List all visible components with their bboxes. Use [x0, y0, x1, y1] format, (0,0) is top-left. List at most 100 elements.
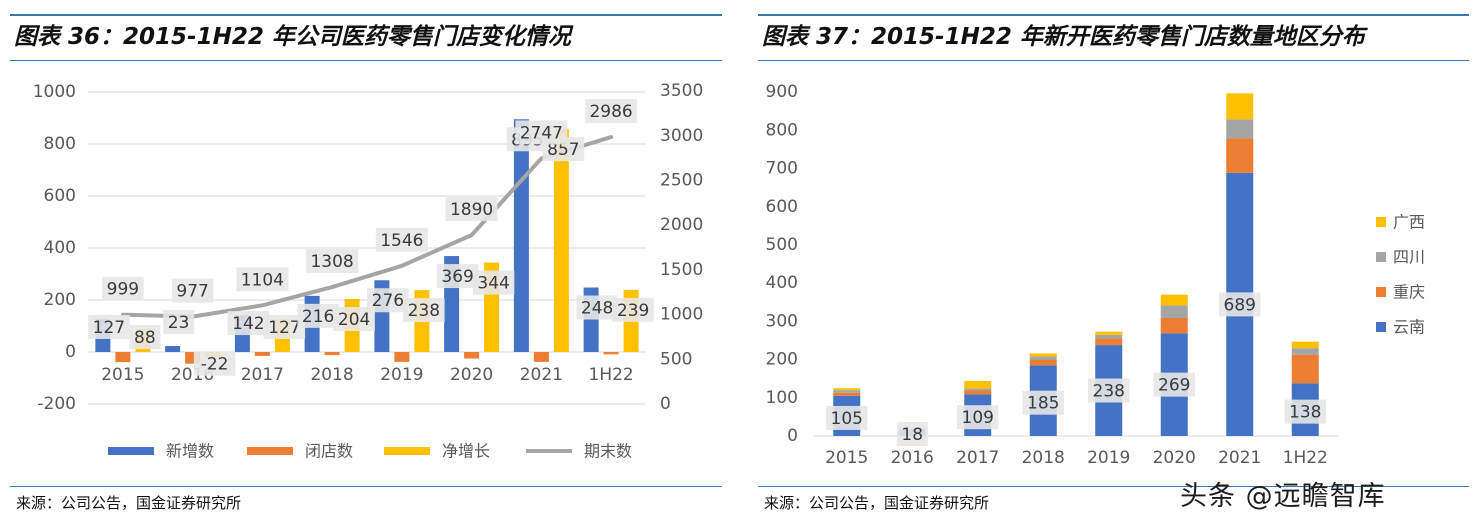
bar-segment-重庆	[1160, 317, 1188, 334]
bar-segment-重庆	[1095, 338, 1123, 346]
data-label-期末数-bg	[375, 227, 428, 252]
data-label-新增数-bg	[367, 288, 409, 313]
title-top-rule	[758, 14, 1469, 16]
y-right-tick-label: 1000	[660, 305, 703, 325]
line-期末数	[120, 135, 614, 319]
y-tick-label: 500	[766, 235, 798, 255]
legend-label: 期末数	[584, 442, 632, 461]
data-label-期末数-bg	[306, 249, 359, 274]
data-label-期末数: 1104	[241, 270, 284, 290]
y-tick-label: 200	[766, 350, 798, 370]
bar-segment-广西	[964, 380, 992, 389]
data-label-期末数: 2986	[589, 102, 632, 122]
x-tick-label: 2015	[825, 448, 868, 468]
data-label-净增长: 127	[268, 318, 300, 338]
y-tick-label: 100	[766, 388, 798, 408]
x-tick-label: 2019	[380, 365, 423, 385]
data-label-云南: 185	[1027, 394, 1059, 414]
data-label-云南-bg	[1088, 378, 1130, 403]
legend-swatch-广西	[1376, 217, 1386, 227]
data-label-净增长-bg	[129, 325, 161, 350]
y-left-tick-label: 0	[65, 342, 76, 362]
data-label-新增数: 23	[168, 313, 190, 333]
data-label-云南: 109	[962, 408, 994, 428]
x-tick-label: 1H22	[1283, 448, 1328, 468]
x-tick-label: 2018	[310, 365, 353, 385]
y-right-tick-label: 1500	[660, 260, 703, 280]
data-label-净增长-bg	[403, 298, 445, 323]
y-left-tick-label: 1000	[33, 82, 76, 102]
bar-闭店数	[533, 352, 549, 362]
data-label-净增长-bg	[472, 270, 515, 295]
data-label-期末数-bg	[102, 276, 144, 301]
data-label-期末数-bg	[515, 120, 568, 145]
x-tick-label: 2017	[241, 365, 284, 385]
data-label-云南-bg	[1022, 390, 1064, 415]
y-right-tick-label: 0	[660, 394, 671, 414]
bar-新增数	[165, 346, 181, 352]
source-note: 来源：公司公告，国金证券研究所	[16, 494, 242, 512]
chart-title: 图表 36：2015-1H22 年公司医药零售门店变化情况	[14, 24, 571, 50]
data-label-新增数: 276	[372, 291, 404, 311]
data-label-期末数: 2747	[520, 123, 563, 143]
title-top-rule	[10, 14, 722, 16]
bar-segment-广西	[1029, 353, 1057, 357]
bar-segment-广西	[1095, 331, 1123, 335]
watermark-text: 头条 @远瞻智库	[1180, 481, 1386, 512]
bar-segment-四川	[1291, 348, 1319, 355]
x-tick-label: 2017	[956, 448, 999, 468]
data-label-净增长-bg	[193, 351, 236, 376]
legend-swatch-重庆	[1376, 287, 1386, 297]
legend-label: 重庆	[1393, 283, 1425, 302]
data-label-云南-bg	[896, 422, 928, 446]
y-tick-label: 600	[766, 197, 798, 217]
x-tick-label: 2020	[450, 365, 493, 385]
data-label-新增数: 369	[441, 267, 473, 287]
y-left-tick-label: 200	[44, 290, 76, 310]
data-label-云南-bg	[1153, 372, 1195, 397]
data-label-净增长: 239	[617, 301, 649, 321]
data-label-云南: 238	[1093, 382, 1125, 402]
bar-segment-广西	[833, 388, 861, 391]
legend-swatch-闭店数	[247, 447, 293, 455]
data-label-净增长: 204	[338, 310, 370, 330]
data-label-期末数: 999	[107, 280, 139, 300]
data-label-净增长: -22	[201, 355, 229, 375]
bar-segment-重庆	[1291, 354, 1319, 384]
y-left-tick-label: 400	[44, 238, 76, 258]
bar-闭店数	[185, 352, 201, 364]
data-label-期末数-bg	[171, 278, 214, 303]
store-changes-chart: 10008006004002000-2003500300025002000150…	[33, 81, 704, 461]
legend-swatch-云南	[1376, 322, 1386, 332]
data-label-云南-bg	[826, 405, 868, 430]
bar-segment-四川	[1095, 334, 1123, 339]
data-label-期末数-bg	[236, 267, 289, 292]
bar-闭店数	[464, 352, 480, 359]
legend-label: 云南	[1393, 318, 1425, 337]
bar-segment-广西	[1160, 294, 1188, 306]
data-label-期末数: 1890	[450, 200, 493, 220]
bar-闭店数	[394, 352, 410, 362]
bar-segment-四川	[1029, 356, 1057, 360]
legend-swatch-四川	[1376, 252, 1386, 262]
y-left-tick-label: 800	[44, 134, 76, 154]
y-left-tick-label: 600	[44, 186, 76, 206]
source-note: 来源：公司公告，国金证券研究所	[764, 494, 990, 512]
bar-segment-四川	[1160, 305, 1188, 318]
data-label-新增数: 248	[581, 299, 613, 319]
data-label-新增数-bg	[163, 310, 195, 335]
bar-净增长	[553, 129, 569, 352]
data-label-新增数-bg	[88, 314, 130, 339]
bar-segment-广西	[1291, 341, 1319, 349]
data-label-期末数-bg	[445, 197, 498, 222]
data-label-期末数: 1546	[380, 231, 423, 251]
bar-segment-四川	[964, 388, 992, 391]
bar-闭店数	[603, 352, 619, 355]
data-label-净增长: 344	[477, 274, 509, 294]
x-tick-label: 2018	[1022, 448, 1065, 468]
data-label-云南: 18	[901, 425, 923, 445]
source-rule	[10, 486, 722, 487]
data-label-新增数-bg	[297, 303, 339, 328]
y-right-tick-label: 2000	[660, 215, 703, 235]
bar-segment-四川	[833, 390, 861, 393]
